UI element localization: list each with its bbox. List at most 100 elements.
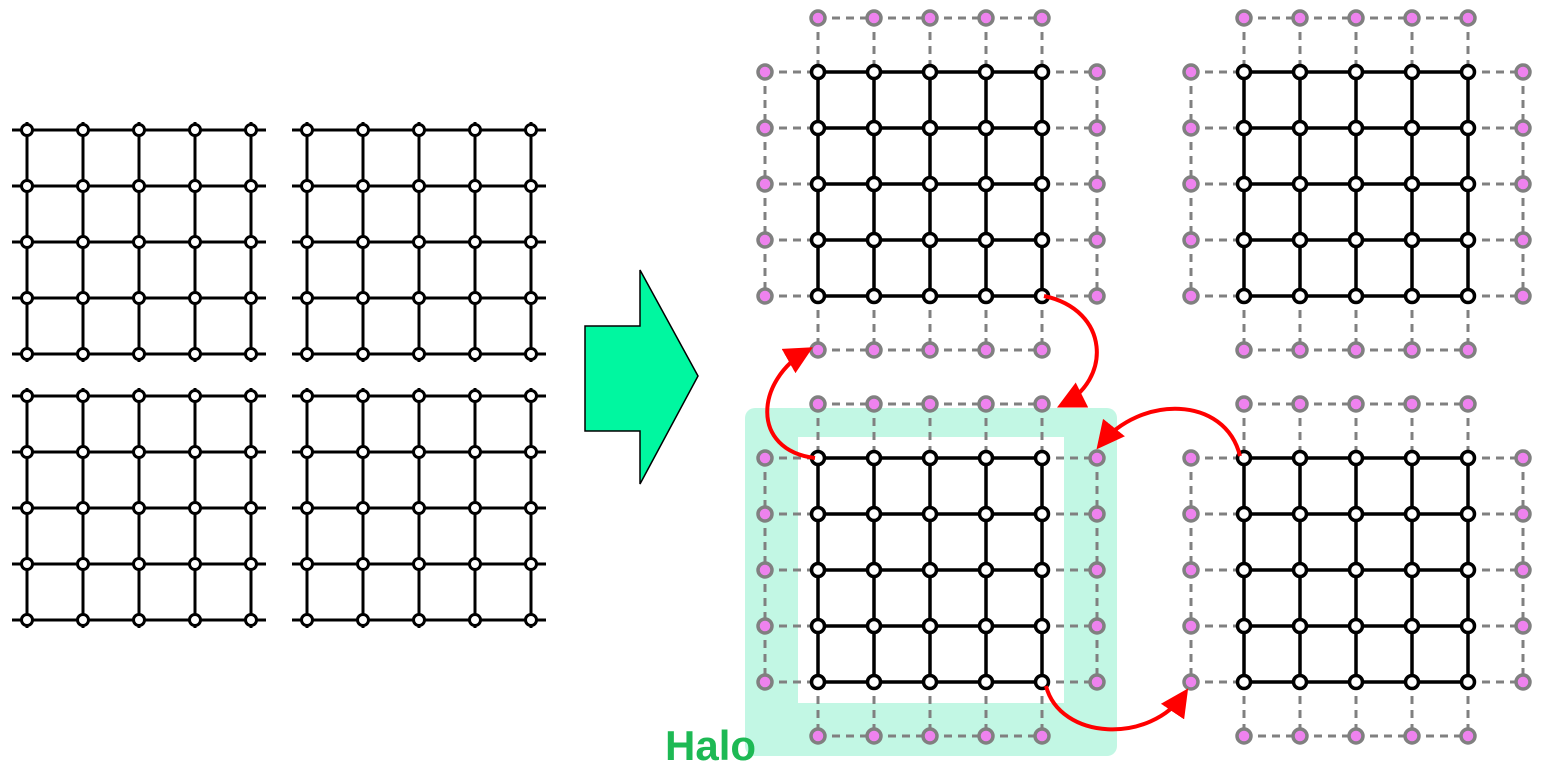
core-node — [809, 119, 827, 137]
core-node — [1291, 561, 1309, 579]
mesh-node — [20, 347, 34, 361]
core-node — [1459, 673, 1477, 691]
ghost-node — [1088, 287, 1106, 305]
mesh-node — [412, 235, 426, 249]
ghost-node — [756, 617, 774, 635]
mesh-node — [468, 501, 482, 515]
mesh-node — [244, 235, 258, 249]
ghost-node — [1347, 727, 1365, 745]
mesh-node — [412, 389, 426, 403]
core-node — [1291, 449, 1309, 467]
core-node — [1291, 231, 1309, 249]
core-node — [921, 617, 939, 635]
mesh-node — [524, 123, 538, 137]
partitioned-subdomains — [756, 9, 1532, 745]
mesh-node — [412, 291, 426, 305]
mesh-node — [524, 389, 538, 403]
ghost-node — [1235, 395, 1253, 413]
ghost-node — [921, 341, 939, 359]
ghost-node — [1514, 561, 1532, 579]
mesh-node — [244, 347, 258, 361]
core-node — [809, 505, 827, 523]
mesh-node — [468, 347, 482, 361]
core-node — [1459, 449, 1477, 467]
core-node — [1235, 175, 1253, 193]
core-node — [1403, 231, 1421, 249]
ghost-node — [977, 9, 995, 27]
mesh-node — [356, 501, 370, 515]
ghost-node — [1347, 341, 1365, 359]
ghost-node — [1459, 9, 1477, 27]
core-node — [1459, 63, 1477, 81]
mesh-node — [20, 445, 34, 459]
mesh-node — [188, 501, 202, 515]
mesh-node — [356, 389, 370, 403]
ghost-node — [1514, 63, 1532, 81]
ghost-node — [1291, 341, 1309, 359]
mesh-node — [76, 123, 90, 137]
core-node — [1459, 505, 1477, 523]
core-node — [865, 673, 883, 691]
mesh-node — [412, 613, 426, 627]
core-node — [1235, 231, 1253, 249]
mesh-node — [524, 235, 538, 249]
mesh-node — [244, 179, 258, 193]
ghost-node — [1182, 175, 1200, 193]
ghost-node — [1235, 9, 1253, 27]
subdomain-1 — [756, 9, 1106, 359]
curved-arrow-icon-bottom-to-top — [765, 347, 816, 460]
ghost-node — [1182, 617, 1200, 635]
mesh-node — [188, 123, 202, 137]
ghost-node — [1088, 673, 1106, 691]
ghost-node — [921, 395, 939, 413]
core-node — [809, 673, 827, 691]
mesh-node — [524, 179, 538, 193]
core-node — [1033, 505, 1051, 523]
core-node — [1291, 617, 1309, 635]
ghost-node — [1182, 287, 1200, 305]
original-mesh — [12, 122, 546, 628]
core-node — [977, 175, 995, 193]
core-node — [1347, 561, 1365, 579]
mesh-node — [188, 347, 202, 361]
core-node — [1403, 119, 1421, 137]
ghost-node — [756, 561, 774, 579]
core-node — [1347, 231, 1365, 249]
core-node — [1033, 673, 1051, 691]
mesh-node — [300, 291, 314, 305]
core-node — [865, 561, 883, 579]
ghost-node — [1403, 395, 1421, 413]
ghost-node — [1182, 63, 1200, 81]
mesh-node — [76, 235, 90, 249]
mesh-node — [188, 557, 202, 571]
mesh-node — [76, 445, 90, 459]
mesh-node — [356, 235, 370, 249]
mesh-node — [412, 445, 426, 459]
core-node — [1033, 119, 1051, 137]
mesh-node — [244, 291, 258, 305]
ghost-node — [865, 341, 883, 359]
ghost-node — [1033, 341, 1051, 359]
subdomain-2 — [1182, 9, 1532, 359]
ghost-node — [1088, 119, 1106, 137]
curved-arrow-icon-left-to-right — [1044, 685, 1189, 732]
ghost-node — [921, 727, 939, 745]
mesh-node — [300, 123, 314, 137]
core-node — [809, 175, 827, 193]
mesh-node — [76, 557, 90, 571]
mesh-node — [188, 179, 202, 193]
core-node — [921, 119, 939, 137]
core-node — [1235, 63, 1253, 81]
ghost-node — [1514, 449, 1532, 467]
core-node — [1347, 617, 1365, 635]
core-node — [809, 617, 827, 635]
core-node — [1235, 119, 1253, 137]
core-node — [1291, 119, 1309, 137]
mesh-node — [244, 445, 258, 459]
mesh-node — [244, 123, 258, 137]
mesh-node — [244, 613, 258, 627]
mesh-node — [524, 613, 538, 627]
mesh-block-3 — [12, 388, 266, 628]
ghost-node — [977, 727, 995, 745]
ghost-node — [1088, 63, 1106, 81]
